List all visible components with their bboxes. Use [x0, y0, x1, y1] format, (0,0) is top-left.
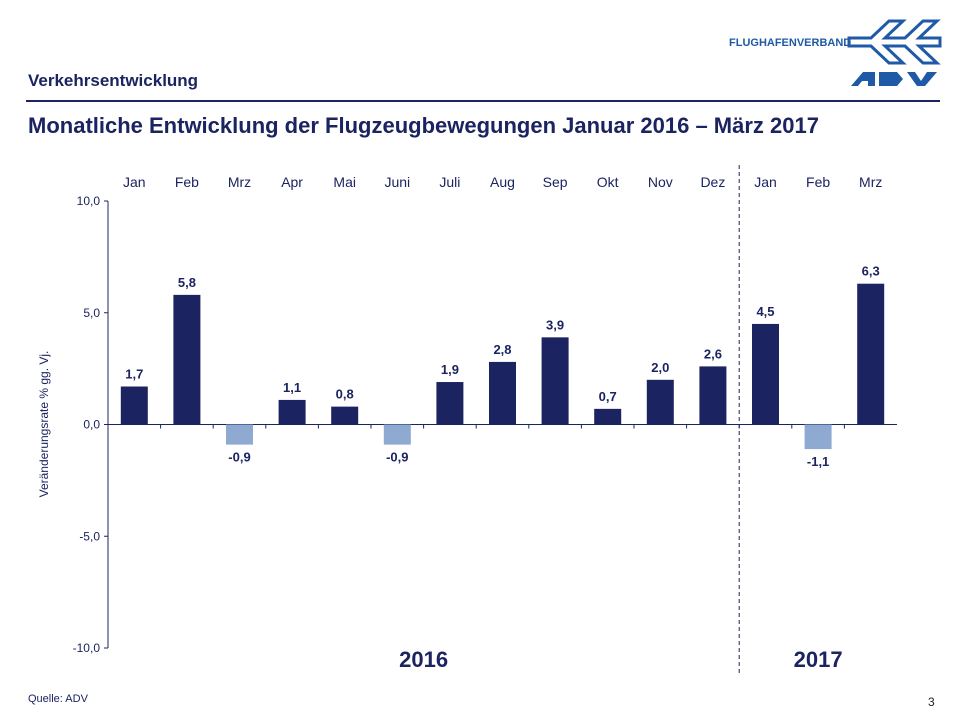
category-label: Jan — [123, 174, 146, 190]
value-label: 1,7 — [125, 367, 143, 382]
group-label: 2016 — [399, 647, 448, 672]
category-label: Nov — [648, 174, 673, 190]
category-label: Sep — [543, 174, 568, 190]
category-label: Aug — [490, 174, 515, 190]
page-number: 3 — [928, 695, 935, 709]
bar — [752, 323, 779, 425]
bar — [436, 382, 464, 425]
value-label: -0,9 — [228, 450, 250, 465]
source-note: Quelle: ADV — [28, 693, 88, 705]
bar — [278, 399, 306, 425]
value-label: 0,7 — [599, 389, 617, 404]
bar — [804, 424, 832, 450]
category-label: Mai — [333, 174, 356, 190]
value-label: 6,3 — [862, 264, 880, 279]
category-label: Feb — [806, 174, 830, 190]
logo-text: FLUGHAFENVERBAND — [729, 37, 852, 49]
bar — [646, 379, 674, 425]
bar — [857, 283, 885, 425]
value-label: 2,6 — [704, 346, 722, 361]
value-label: 3,9 — [546, 317, 564, 332]
value-label: -0,9 — [386, 450, 408, 465]
bar — [331, 406, 359, 425]
y-tick-label: -10,0 — [73, 641, 101, 655]
y-tick-label: 10,0 — [77, 194, 101, 208]
y-tick-label: 0,0 — [83, 418, 100, 432]
bar — [541, 337, 569, 425]
value-label: 0,8 — [336, 387, 354, 402]
y-axis-label: Veränderungsrate % gg. Vj. — [37, 351, 51, 498]
bar — [173, 294, 201, 425]
category-label: Feb — [175, 174, 199, 190]
page-title: Monatliche Entwicklung der Flugzeugbeweg… — [28, 113, 819, 138]
section-title: Verkehrsentwicklung — [28, 71, 199, 90]
category-label: Dez — [700, 174, 725, 190]
category-label: Mrz — [228, 174, 251, 190]
bar — [489, 361, 516, 425]
category-label: Mrz — [859, 174, 882, 190]
bar — [594, 408, 622, 425]
category-label: Okt — [597, 174, 619, 190]
bar — [699, 366, 727, 425]
value-label: 5,8 — [178, 275, 196, 290]
value-label: 1,1 — [283, 380, 301, 395]
category-label: Apr — [281, 174, 303, 190]
value-label: 4,5 — [756, 304, 774, 319]
value-label: 2,8 — [493, 342, 511, 357]
bar — [120, 386, 148, 425]
value-label: 1,9 — [441, 362, 459, 377]
header-divider — [26, 100, 940, 102]
bar — [383, 424, 411, 445]
y-tick-label: -5,0 — [79, 529, 100, 543]
category-label: Jan — [754, 174, 777, 190]
y-tick-label: 5,0 — [83, 306, 100, 320]
bar — [226, 424, 253, 445]
value-label: 2,0 — [651, 360, 669, 375]
value-label: -1,1 — [807, 454, 829, 469]
adv-logo — [847, 19, 942, 86]
category-label: Juli — [439, 174, 460, 190]
category-label: Juni — [384, 174, 410, 190]
group-label: 2017 — [794, 647, 843, 672]
